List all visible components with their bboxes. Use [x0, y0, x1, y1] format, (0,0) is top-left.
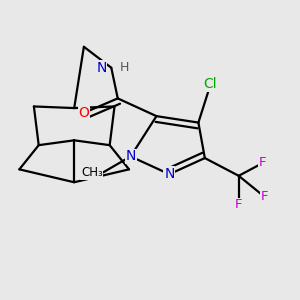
Text: F: F — [235, 198, 242, 211]
Text: F: F — [261, 190, 268, 203]
Text: O: O — [78, 106, 89, 120]
Text: H: H — [119, 61, 129, 74]
Text: N: N — [164, 167, 175, 181]
Text: Cl: Cl — [203, 77, 217, 91]
Text: CH₃: CH₃ — [81, 166, 103, 179]
Text: N: N — [96, 61, 107, 75]
Text: F: F — [259, 156, 267, 170]
Text: N: N — [125, 149, 136, 164]
